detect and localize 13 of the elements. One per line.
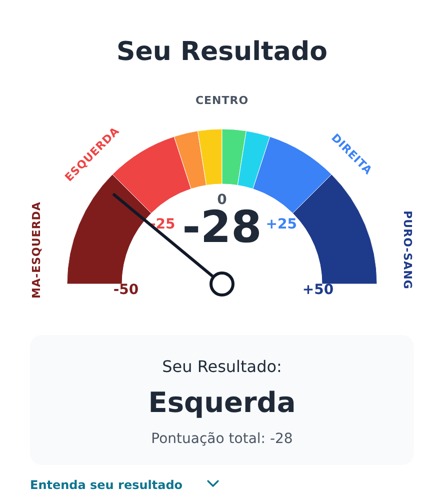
- text: -50: [113, 282, 139, 298]
- text: 0: [217, 192, 228, 208]
- text: Pontuação total: -28: [151, 431, 293, 447]
- slice-label: MA-ESQUERDA: [30, 202, 44, 298]
- text: Seu Resultado:: [162, 357, 282, 376]
- text: Esquerda: [148, 386, 296, 419]
- text: Entenda seu resultado: [30, 478, 183, 492]
- slice-label: PURO-SANG: [400, 210, 414, 290]
- chart-title: Seu Resultado: [116, 37, 328, 67]
- text: -25: [150, 216, 176, 232]
- text: CENTRO: [195, 94, 249, 108]
- text: +50: [302, 282, 334, 298]
- text: +25: [266, 216, 298, 232]
